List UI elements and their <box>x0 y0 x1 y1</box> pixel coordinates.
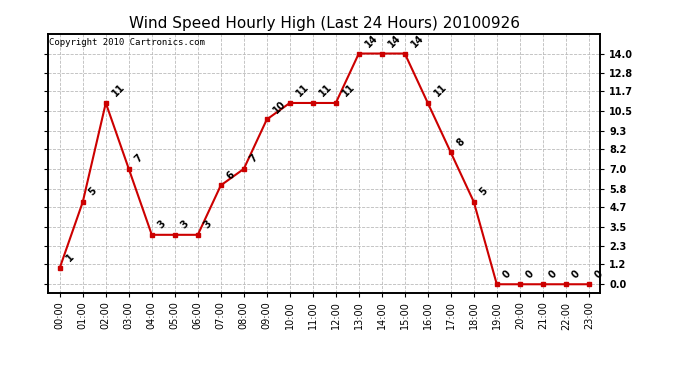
Text: 0: 0 <box>501 268 513 280</box>
Title: Wind Speed Hourly High (Last 24 Hours) 20100926: Wind Speed Hourly High (Last 24 Hours) 2… <box>129 16 520 31</box>
Text: 0: 0 <box>524 268 536 280</box>
Text: 14: 14 <box>363 33 380 50</box>
Text: 14: 14 <box>386 33 402 50</box>
Text: Copyright 2010 Cartronics.com: Copyright 2010 Cartronics.com <box>50 38 206 46</box>
Text: 7: 7 <box>248 153 260 165</box>
Text: 0: 0 <box>547 268 559 280</box>
Text: 3: 3 <box>179 219 191 231</box>
Text: 14: 14 <box>409 33 426 50</box>
Text: 11: 11 <box>294 82 310 99</box>
Text: 3: 3 <box>202 219 214 231</box>
Text: 6: 6 <box>225 170 237 181</box>
Text: 11: 11 <box>432 82 448 99</box>
Text: 1: 1 <box>64 252 76 264</box>
Text: 7: 7 <box>133 153 145 165</box>
Text: 0: 0 <box>593 268 605 280</box>
Text: 5: 5 <box>478 186 490 198</box>
Text: 11: 11 <box>340 82 357 99</box>
Text: 0: 0 <box>570 268 582 280</box>
Text: 11: 11 <box>317 82 333 99</box>
Text: 5: 5 <box>87 186 99 198</box>
Text: 10: 10 <box>271 99 288 115</box>
Text: 11: 11 <box>110 82 126 99</box>
Text: 8: 8 <box>455 136 467 148</box>
Text: 3: 3 <box>156 219 168 231</box>
